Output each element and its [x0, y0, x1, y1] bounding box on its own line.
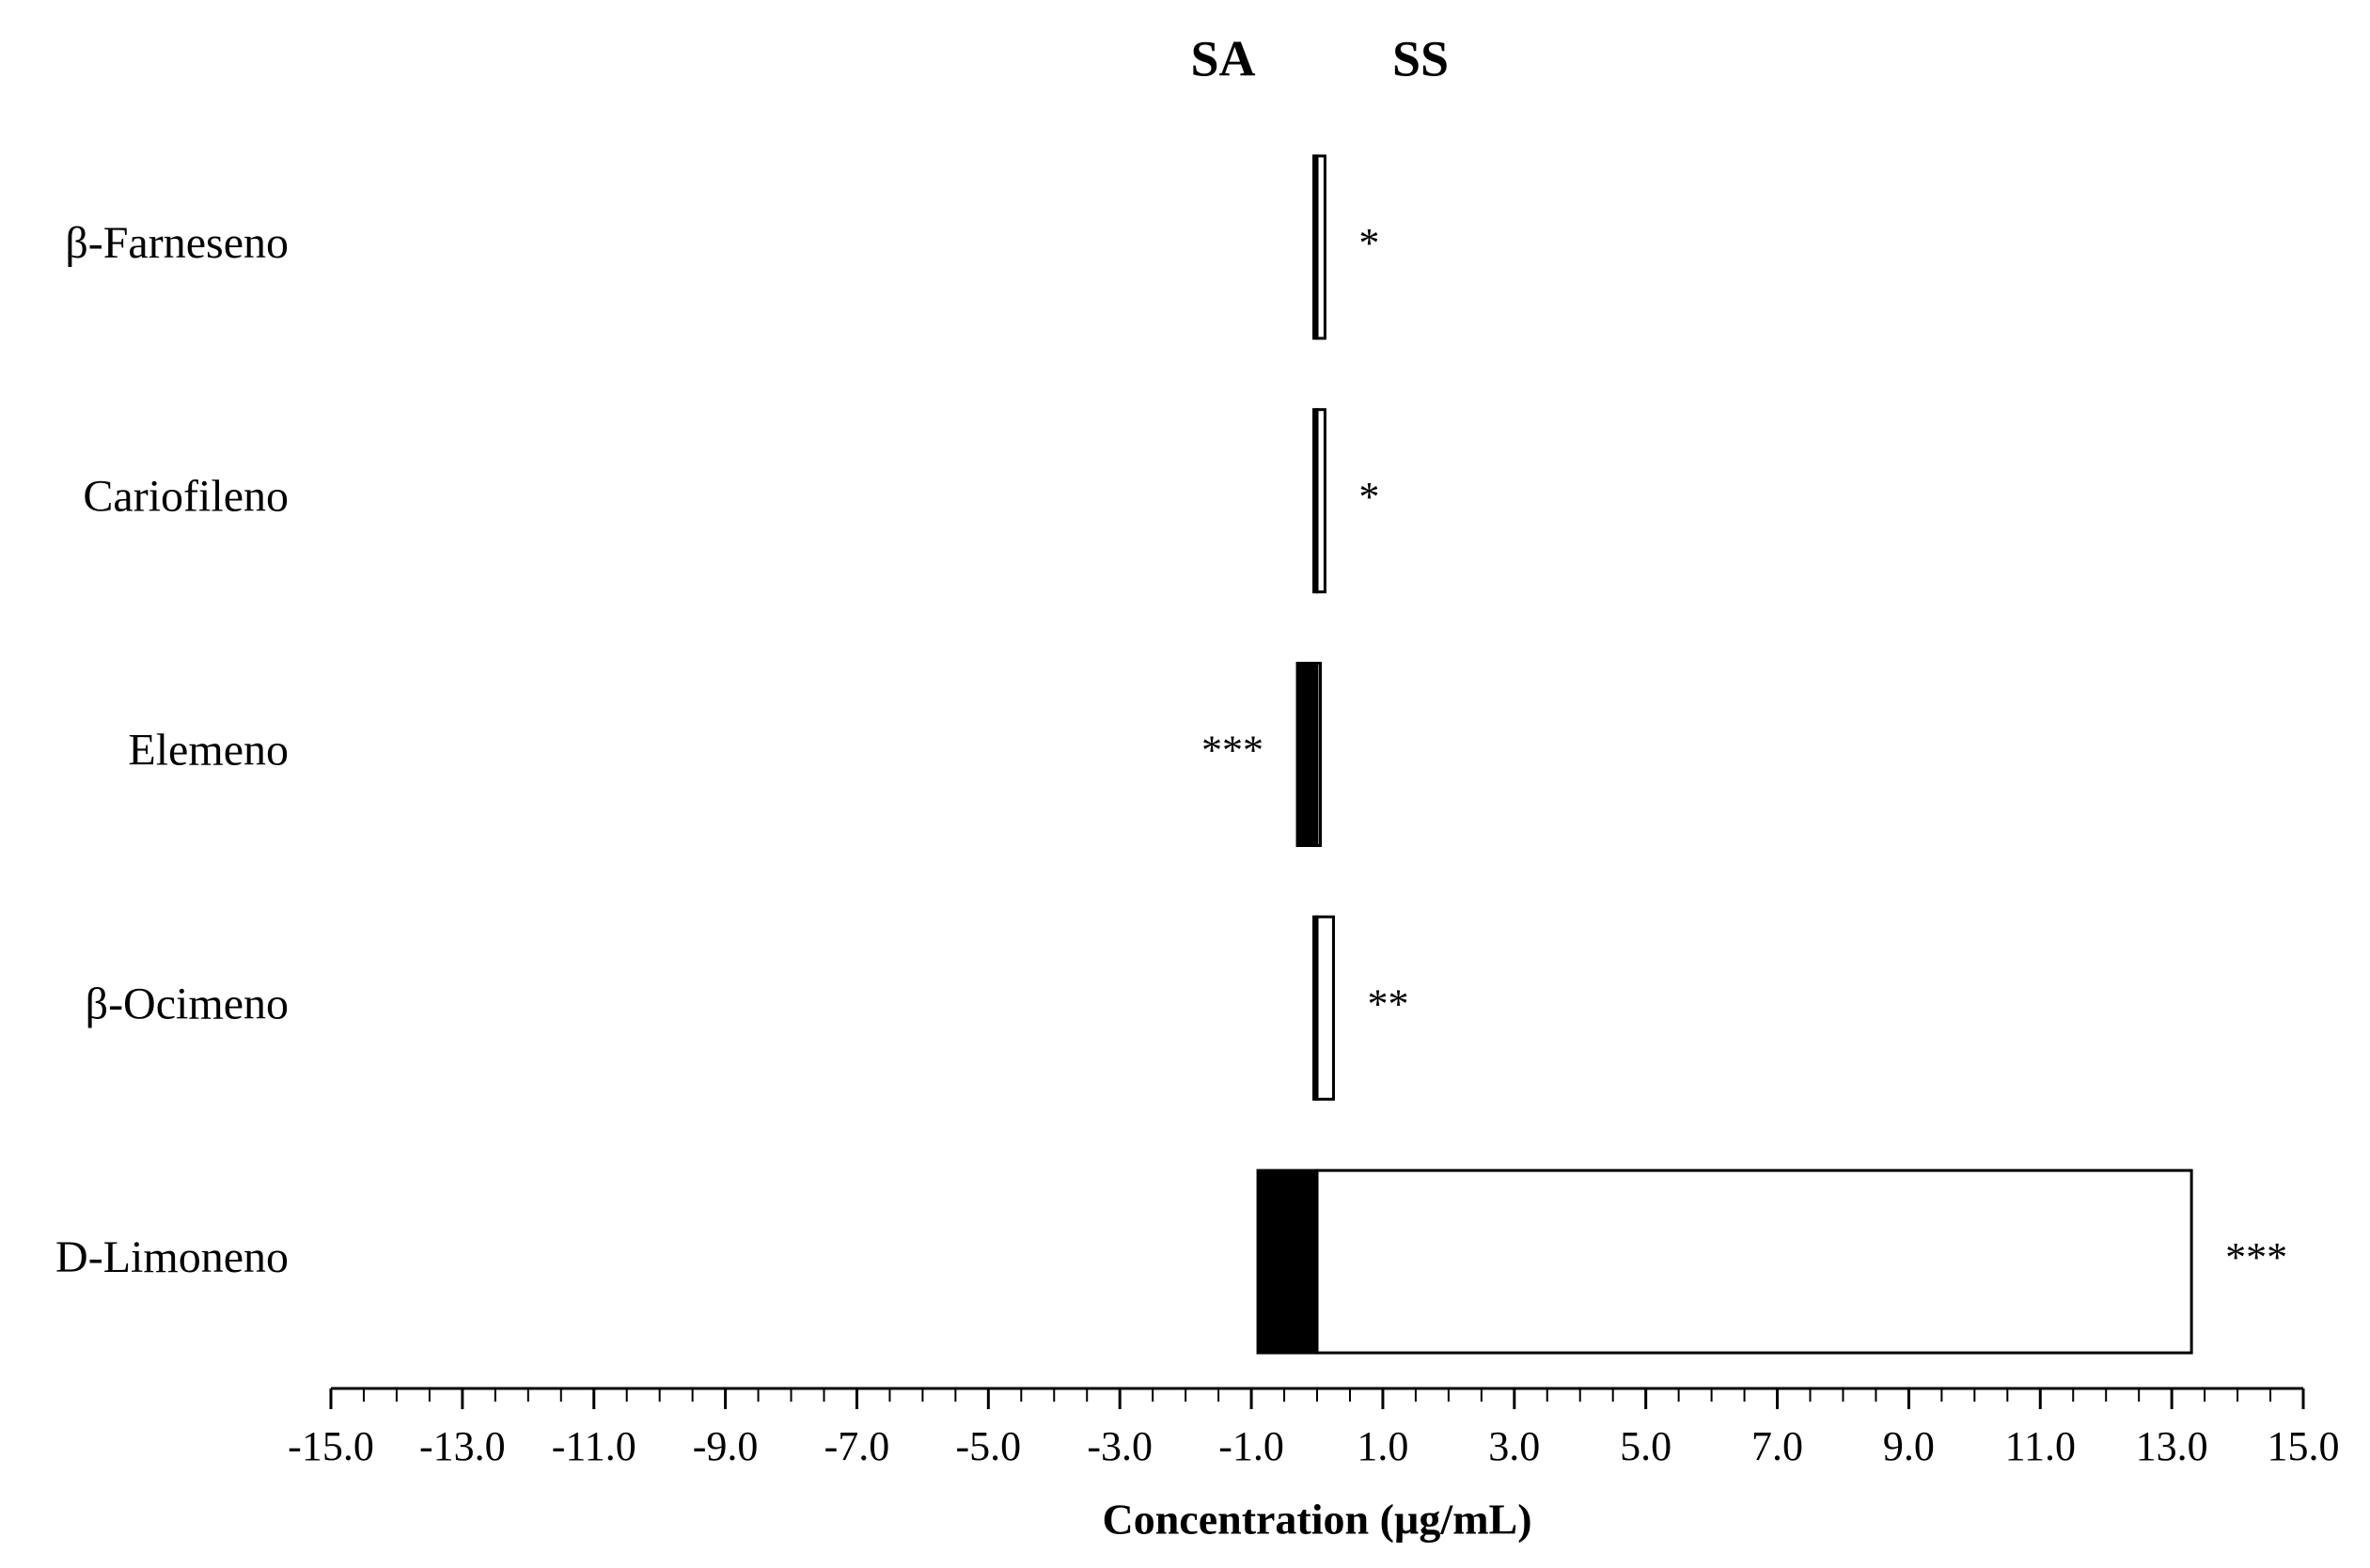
x-tick-label: -1.0 [1218, 1423, 1284, 1469]
bar [1256, 1168, 1319, 1355]
x-tick-label: -7.0 [824, 1423, 890, 1469]
bar [1315, 662, 1322, 847]
x-tick-label: 11.0 [2005, 1423, 2076, 1469]
x-tick-label: 5.0 [1620, 1423, 1672, 1469]
y-tick-label: β-Ocimeno [86, 979, 289, 1028]
series-header: SA [1190, 30, 1255, 86]
x-tick-label: 1.0 [1357, 1423, 1408, 1469]
x-tick-label: -15.0 [288, 1423, 374, 1469]
significance-label: * [1358, 220, 1379, 266]
series-header: SS [1392, 30, 1449, 86]
bar [1315, 1168, 2193, 1355]
y-tick-label: β-Farneseno [65, 218, 289, 268]
x-axis-title: Concentration (µg/mL) [1102, 1496, 1531, 1544]
significance-label: *** [2225, 1234, 2287, 1280]
y-tick-label: Elemeno [128, 726, 289, 776]
x-tick-label: -11.0 [552, 1423, 636, 1469]
significance-label: * [1358, 474, 1379, 520]
x-tick-label: 15.0 [2268, 1423, 2340, 1469]
x-tick-label: -9.0 [693, 1423, 759, 1469]
x-tick-label: 13.0 [2136, 1423, 2208, 1469]
y-tick-label: D-Limoneno [55, 1232, 289, 1282]
x-tick-label: 7.0 [1751, 1423, 1803, 1469]
x-tick-label: -5.0 [956, 1423, 1022, 1469]
bar [1315, 408, 1326, 594]
x-tick-label: -13.0 [419, 1423, 506, 1469]
significance-label: ** [1367, 980, 1408, 1027]
x-tick-label: 3.0 [1488, 1423, 1540, 1469]
x-tick-label: 9.0 [1883, 1423, 1935, 1469]
bar [1315, 154, 1326, 340]
bar [1315, 915, 1335, 1101]
bar [1295, 662, 1319, 847]
significance-label: *** [1201, 728, 1263, 774]
y-tick-label: Cariofileno [83, 472, 289, 522]
x-tick-label: -3.0 [1087, 1423, 1153, 1469]
